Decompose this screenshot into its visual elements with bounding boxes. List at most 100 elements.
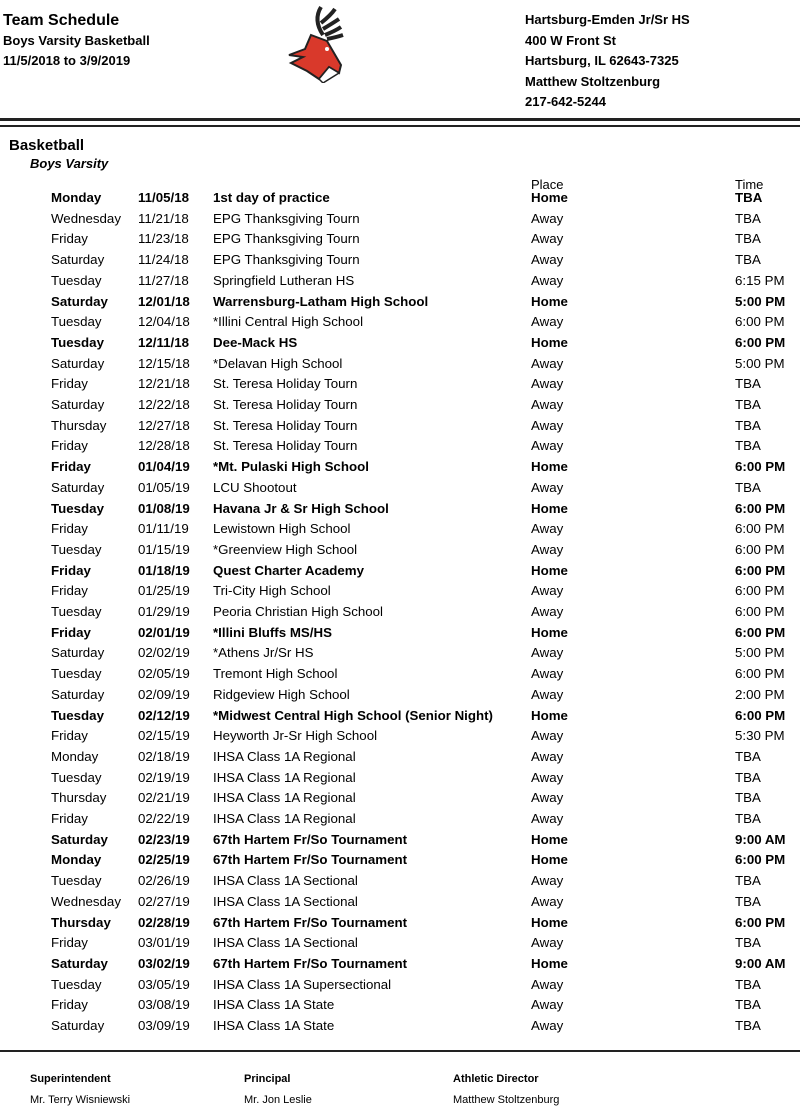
row-place: Away (531, 397, 564, 412)
row-time: 6:00 PM (735, 624, 786, 640)
row-opponent: EPG Thanksgiving Tourn (213, 210, 360, 226)
row-place: Away (531, 935, 564, 951)
school-address: 400 W Front St (525, 33, 617, 48)
row-date: 01/04/19 (138, 459, 190, 475)
schedule-row: Wednesday 02/27/19 IHSA Class 1A Sectional… (0, 894, 800, 914)
row-day: Friday (51, 231, 88, 247)
row-day: Monday (51, 852, 102, 868)
row-time: 5:30 PM (735, 728, 785, 744)
row-opponent: *Mt. Pulaski High School (213, 459, 369, 475)
row-time: 6:15 PM (735, 272, 785, 288)
row-opponent: *Greenview High School (213, 541, 358, 557)
row-date: 02/22/19 (138, 811, 190, 826)
row-date: 01/29/19 (138, 604, 190, 619)
row-day: Friday (51, 811, 88, 826)
row-place: Away (531, 314, 564, 330)
row-time: 6:00 PM (735, 852, 786, 868)
row-date: 02/01/19 (138, 624, 190, 640)
schedule-row: Monday 02/18/19 IHSA Class 1A Regional Away… (0, 749, 800, 769)
row-date: 02/27/19 (138, 893, 190, 909)
row-time: TBA (735, 210, 761, 226)
school-name: Hartsburg-Emden Jr/Sr HS (525, 12, 690, 27)
row-day: Tuesday (51, 314, 102, 330)
row-time: 6:00 PM (735, 707, 786, 723)
row-opponent: St. Teresa Holiday Tourn (213, 397, 358, 412)
school-city: Hartsburg, IL 62643-7325 (525, 53, 679, 68)
schedule-row: Monday 11/05/18 1st day of practice Home TBA (0, 190, 800, 210)
row-place: Home (531, 334, 568, 350)
row-day: Friday (51, 624, 91, 640)
schedule-row: Friday 12/28/18 St. Teresa Holiday Tourn Aw… (0, 438, 800, 458)
row-time: 6:00 PM (735, 521, 785, 537)
row-opponent: IHSA Class 1A Regional (213, 790, 356, 806)
row-day: Thursday (51, 417, 107, 433)
row-time: 6:00 PM (735, 334, 786, 350)
row-date: 12/01/18 (138, 293, 190, 309)
footer-name: Mr. Terry Wisniewski (30, 1094, 131, 1106)
row-place: Away (531, 686, 564, 702)
row-place: Away (531, 790, 564, 806)
row-date: 01/11/19 (138, 521, 189, 537)
row-date: 11/05/18 (138, 190, 190, 205)
row-place: Home (531, 459, 568, 475)
schedule-row: Friday 02/15/19 Heyworth Jr-Sr High School… (0, 728, 800, 748)
row-opponent: IHSA Class 1A State (213, 1018, 335, 1033)
row-place: Away (531, 521, 564, 537)
schedule-row: Tuesday 12/11/18 Dee-Mack HS Home 6:00 PM (0, 335, 800, 355)
row-place: Home (531, 293, 568, 309)
row-opponent: LCU Shootout (213, 479, 297, 495)
row-time: 6:00 PM (735, 666, 785, 682)
row-opponent: *Delavan High School (213, 355, 343, 371)
row-opponent: Quest Charter Academy (213, 562, 364, 578)
row-day: Saturday (51, 252, 105, 268)
row-day: Friday (51, 997, 88, 1013)
schedule-row: Monday 02/25/19 67th Hartem Fr/So Tourname… (0, 852, 800, 872)
row-date: 03/05/19 (138, 976, 190, 992)
schedule-row: Tuesday 03/05/19 IHSA Class 1A Supersectio… (0, 977, 800, 997)
row-place: Away (531, 873, 564, 889)
row-date: 02/26/19 (138, 873, 190, 889)
row-time: 6:00 PM (735, 562, 786, 578)
row-date: 01/05/19 (138, 479, 190, 495)
row-place: Away (531, 769, 564, 785)
footer-role: Superintendent (30, 1073, 111, 1085)
row-day: Monday (51, 748, 99, 764)
row-place: Away (531, 811, 564, 826)
header-divider (0, 118, 800, 121)
row-place: Away (531, 376, 564, 392)
row-opponent: Ridgeview High School (213, 686, 350, 702)
row-place: Away (531, 666, 564, 682)
schedule-row: Friday 11/23/18 EPG Thanksgiving Tourn Away… (0, 231, 800, 251)
row-date: 11/24/18 (138, 252, 189, 268)
row-opponent: IHSA Class 1A Sectional (213, 935, 358, 951)
row-day: Friday (51, 583, 88, 599)
row-time: TBA (735, 417, 761, 433)
row-opponent: Tremont High School (213, 666, 338, 682)
row-opponent: Warrensburg-Latham High School (213, 293, 429, 309)
row-place: Home (531, 562, 568, 578)
row-time: TBA (735, 397, 761, 412)
row-place: Away (531, 541, 564, 557)
header-divider-thin (0, 125, 800, 127)
schedule-row: Friday 01/18/19 Quest Charter Academy Home 6… (0, 563, 800, 583)
row-opponent: IHSA Class 1A Sectional (213, 873, 358, 889)
row-day: Tuesday (51, 272, 102, 288)
row-time: 9:00 AM (735, 955, 786, 971)
row-day: Saturday (51, 355, 105, 371)
schedule-row: Saturday 03/09/19 IHSA Class 1A State Away T… (0, 1018, 800, 1038)
row-date: 02/18/19 (138, 748, 190, 764)
row-place: Home (531, 852, 568, 868)
schedule-row: Saturday 11/24/18 EPG Thanksgiving Tourn Aw… (0, 252, 800, 272)
row-date: 11/23/18 (138, 231, 189, 247)
row-time: TBA (735, 438, 761, 454)
row-opponent: Dee-Mack HS (213, 334, 298, 350)
row-day: Friday (51, 935, 88, 951)
row-date: 01/08/19 (138, 500, 190, 516)
row-day: Tuesday (51, 769, 102, 785)
row-opponent: 67th Hartem Fr/So Tournament (213, 914, 408, 930)
row-day: Saturday (51, 479, 105, 495)
schedule-row: Tuesday 02/26/19 IHSA Class 1A Sectional Aw… (0, 873, 800, 893)
row-place: Away (531, 728, 564, 744)
row-day: Saturday (51, 686, 105, 702)
row-place: Away (531, 210, 564, 226)
